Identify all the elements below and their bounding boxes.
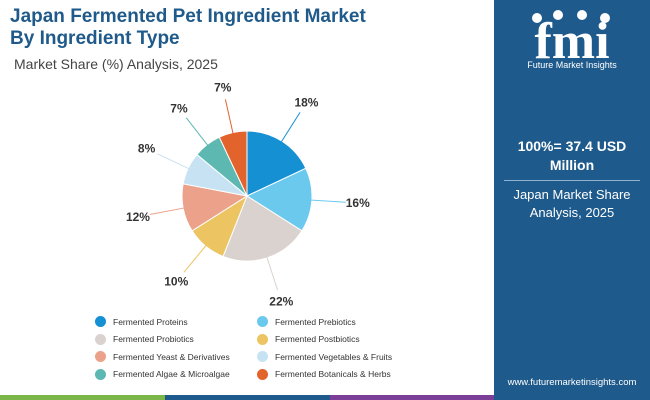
legend-label: Fermented Prebiotics (275, 316, 356, 327)
legend-swatch (95, 316, 106, 327)
fmi-logo-letters: fmi (534, 13, 609, 70)
legend-item: Fermented Botanicals & Herbs (257, 368, 391, 380)
legend-swatch (95, 351, 106, 362)
logo-ornament-icon (577, 10, 587, 20)
fmi-logo-tagline: Future Market Insights (527, 60, 617, 70)
legend-label: Fermented Vegetables & Fruits (275, 351, 393, 362)
pie-chart: 18% 16% 22% 10% 12% 8% 7% 7% (126, 81, 370, 309)
sidebar-divider (504, 180, 640, 181)
chart-title-line-1: Japan Fermented Pet Ingredient Market (10, 6, 366, 27)
bottom-bar-segment (165, 395, 330, 400)
slice-label: 22% (269, 295, 293, 309)
slice-label: 16% (346, 196, 370, 210)
legend-label: Fermented Proteins (113, 316, 188, 327)
legend-item: Fermented Algae & Microalgae (95, 368, 230, 380)
bottom-bar-segment (330, 395, 494, 400)
legend-swatch (257, 368, 268, 380)
legend-item: Fermented Proteins (95, 316, 188, 327)
legend-swatch (95, 368, 106, 380)
slice-label: 12% (126, 210, 150, 224)
logo-ornament-icon (532, 13, 542, 23)
market-total-line-1: 100%= 37.4 USD (517, 138, 627, 154)
legend-label: Fermented Postbiotics (275, 334, 360, 344)
legend-label: Fermented Probiotics (113, 334, 194, 344)
leader-line (157, 153, 193, 171)
fmi-logo: fmi (532, 10, 610, 70)
slice-label: 7% (170, 101, 188, 115)
website-link[interactable]: www.futuremarketinsights.com (507, 377, 637, 388)
leader-line (265, 253, 279, 291)
legend-swatch (95, 333, 106, 345)
slice-label: 10% (164, 275, 188, 289)
leader-line (183, 242, 209, 273)
legend-swatch (257, 351, 268, 362)
market-total: 100%= 37.4 USD Million (494, 137, 650, 175)
slice-label: 8% (138, 142, 156, 156)
slice-label: 7% (214, 81, 232, 95)
leader-line (185, 117, 211, 149)
leader-line (224, 99, 235, 137)
leader-line (279, 112, 301, 145)
legend-swatch (257, 333, 268, 345)
legend-item: Fermented Prebiotics (257, 316, 356, 327)
legend-item: Fermented Yeast & Derivatives (95, 351, 230, 362)
bottom-bar-segment (494, 395, 650, 400)
bottom-bar-segment (0, 395, 165, 400)
chart-title: Japan Fermented Pet Ingredient Market By… (10, 6, 366, 50)
legend-label: Fermented Botanicals & Herbs (275, 369, 391, 379)
market-share-label: Japan Market Share Analysis, 2025 (494, 186, 650, 222)
chart-title-line-2: By Ingredient Type (10, 28, 180, 49)
leader-line (307, 199, 346, 203)
market-share-label-line-1: Japan Market Share (513, 187, 631, 202)
market-share-label-line-2: Analysis, 2025 (529, 205, 615, 220)
legend-label: Fermented Yeast & Derivatives (113, 351, 230, 362)
legend-label: Fermented Algae & Microalgae (113, 369, 230, 379)
slice-label: 18% (294, 95, 318, 109)
market-total-line-2: Million (549, 157, 595, 173)
chart-subtitle: Market Share (%) Analysis, 2025 (14, 56, 218, 72)
logo-ornament-icon (600, 13, 610, 23)
logo-ornament-icon (553, 10, 563, 20)
legend-swatch (257, 316, 268, 327)
legend-item: Fermented Postbiotics (257, 333, 360, 345)
leader-line (149, 206, 188, 216)
legend-item: Fermented Probiotics (95, 333, 194, 345)
legend-item: Fermented Vegetables & Fruits (257, 351, 392, 362)
sidebar-panel: fmi Future Market Insights 100%= 37.4 US… (494, 0, 650, 400)
